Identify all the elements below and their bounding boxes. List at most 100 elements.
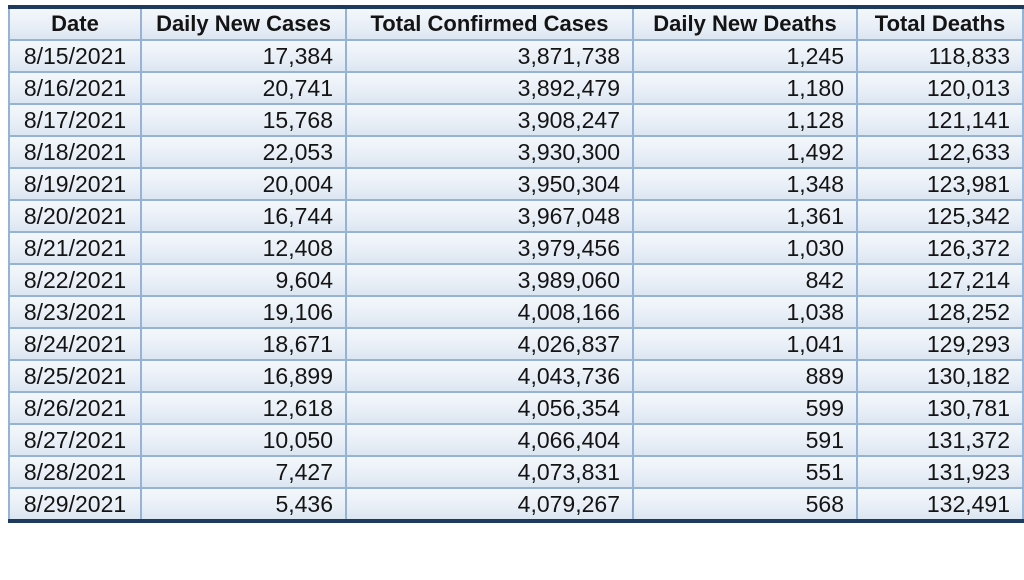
value-cell: 551 bbox=[632, 455, 858, 489]
date-cell: 8/18/2021 bbox=[8, 135, 142, 169]
value-cell: 1,041 bbox=[632, 327, 858, 361]
value-cell: 1,038 bbox=[632, 295, 858, 329]
value-cell: 3,967,048 bbox=[345, 199, 634, 233]
value-cell: 3,871,738 bbox=[345, 39, 634, 73]
column-header-date: Date bbox=[8, 6, 142, 41]
covid-stats-table-container: Date Daily New Cases Total Confirmed Cas… bbox=[8, 5, 1024, 523]
value-cell: 4,066,404 bbox=[345, 423, 634, 457]
date-cell: 8/24/2021 bbox=[8, 327, 142, 361]
value-cell: 128,252 bbox=[856, 295, 1024, 329]
value-cell: 3,950,304 bbox=[345, 167, 634, 201]
value-cell: 1,348 bbox=[632, 167, 858, 201]
value-cell: 1,030 bbox=[632, 231, 858, 265]
table-row: 8/25/2021 16,899 4,043,736 889 130,182 bbox=[8, 359, 1024, 393]
value-cell: 20,741 bbox=[140, 71, 347, 105]
table-row: 8/22/2021 9,604 3,989,060 842 127,214 bbox=[8, 263, 1024, 297]
table-row: 8/27/2021 10,050 4,066,404 591 131,372 bbox=[8, 423, 1024, 457]
value-cell: 3,989,060 bbox=[345, 263, 634, 297]
value-cell: 4,073,831 bbox=[345, 455, 634, 489]
date-cell: 8/27/2021 bbox=[8, 423, 142, 457]
date-cell: 8/29/2021 bbox=[8, 487, 142, 522]
column-header-total-deaths: Total Deaths bbox=[856, 6, 1024, 41]
value-cell: 16,744 bbox=[140, 199, 347, 233]
date-cell: 8/20/2021 bbox=[8, 199, 142, 233]
column-header-total-confirmed-cases: Total Confirmed Cases bbox=[345, 6, 634, 41]
date-cell: 8/26/2021 bbox=[8, 391, 142, 425]
date-cell: 8/16/2021 bbox=[8, 71, 142, 105]
table-row: 8/15/2021 17,384 3,871,738 1,245 118,833 bbox=[8, 39, 1024, 73]
value-cell: 22,053 bbox=[140, 135, 347, 169]
table-row: 8/23/2021 19,106 4,008,166 1,038 128,252 bbox=[8, 295, 1024, 329]
value-cell: 3,979,456 bbox=[345, 231, 634, 265]
value-cell: 4,056,354 bbox=[345, 391, 634, 425]
table-row: 8/24/2021 18,671 4,026,837 1,041 129,293 bbox=[8, 327, 1024, 361]
value-cell: 568 bbox=[632, 487, 858, 522]
value-cell: 3,908,247 bbox=[345, 103, 634, 137]
value-cell: 17,384 bbox=[140, 39, 347, 73]
table-row: 8/26/2021 12,618 4,056,354 599 130,781 bbox=[8, 391, 1024, 425]
value-cell: 3,930,300 bbox=[345, 135, 634, 169]
date-cell: 8/19/2021 bbox=[8, 167, 142, 201]
value-cell: 122,633 bbox=[856, 135, 1024, 169]
value-cell: 131,923 bbox=[856, 455, 1024, 489]
header-row: Date Daily New Cases Total Confirmed Cas… bbox=[8, 6, 1024, 41]
column-header-daily-new-cases: Daily New Cases bbox=[140, 6, 347, 41]
value-cell: 1,492 bbox=[632, 135, 858, 169]
value-cell: 1,180 bbox=[632, 71, 858, 105]
table-header: Date Daily New Cases Total Confirmed Cas… bbox=[8, 6, 1024, 41]
date-cell: 8/22/2021 bbox=[8, 263, 142, 297]
value-cell: 4,043,736 bbox=[345, 359, 634, 393]
date-cell: 8/15/2021 bbox=[8, 39, 142, 73]
table-row: 8/16/2021 20,741 3,892,479 1,180 120,013 bbox=[8, 71, 1024, 105]
value-cell: 1,128 bbox=[632, 103, 858, 137]
value-cell: 12,408 bbox=[140, 231, 347, 265]
value-cell: 842 bbox=[632, 263, 858, 297]
covid-stats-table: Date Daily New Cases Total Confirmed Cas… bbox=[8, 5, 1024, 523]
value-cell: 4,026,837 bbox=[345, 327, 634, 361]
table-row: 8/18/2021 22,053 3,930,300 1,492 122,633 bbox=[8, 135, 1024, 169]
table-row: 8/29/2021 5,436 4,079,267 568 132,491 bbox=[8, 487, 1024, 522]
value-cell: 16,899 bbox=[140, 359, 347, 393]
value-cell: 7,427 bbox=[140, 455, 347, 489]
value-cell: 125,342 bbox=[856, 199, 1024, 233]
value-cell: 889 bbox=[632, 359, 858, 393]
table-row: 8/20/2021 16,744 3,967,048 1,361 125,342 bbox=[8, 199, 1024, 233]
value-cell: 19,106 bbox=[140, 295, 347, 329]
value-cell: 121,141 bbox=[856, 103, 1024, 137]
value-cell: 118,833 bbox=[856, 39, 1024, 73]
value-cell: 130,781 bbox=[856, 391, 1024, 425]
value-cell: 1,361 bbox=[632, 199, 858, 233]
value-cell: 591 bbox=[632, 423, 858, 457]
date-cell: 8/28/2021 bbox=[8, 455, 142, 489]
value-cell: 131,372 bbox=[856, 423, 1024, 457]
value-cell: 1,245 bbox=[632, 39, 858, 73]
date-cell: 8/25/2021 bbox=[8, 359, 142, 393]
value-cell: 4,079,267 bbox=[345, 487, 634, 522]
column-header-daily-new-deaths: Daily New Deaths bbox=[632, 6, 858, 41]
value-cell: 15,768 bbox=[140, 103, 347, 137]
value-cell: 126,372 bbox=[856, 231, 1024, 265]
value-cell: 127,214 bbox=[856, 263, 1024, 297]
value-cell: 120,013 bbox=[856, 71, 1024, 105]
value-cell: 18,671 bbox=[140, 327, 347, 361]
table-row: 8/21/2021 12,408 3,979,456 1,030 126,372 bbox=[8, 231, 1024, 265]
value-cell: 20,004 bbox=[140, 167, 347, 201]
value-cell: 3,892,479 bbox=[345, 71, 634, 105]
value-cell: 132,491 bbox=[856, 487, 1024, 522]
value-cell: 9,604 bbox=[140, 263, 347, 297]
table-row: 8/19/2021 20,004 3,950,304 1,348 123,981 bbox=[8, 167, 1024, 201]
value-cell: 130,182 bbox=[856, 359, 1024, 393]
table-body: 8/15/2021 17,384 3,871,738 1,245 118,833 8/16… bbox=[8, 39, 1024, 522]
value-cell: 599 bbox=[632, 391, 858, 425]
value-cell: 12,618 bbox=[140, 391, 347, 425]
value-cell: 5,436 bbox=[140, 487, 347, 522]
value-cell: 129,293 bbox=[856, 327, 1024, 361]
date-cell: 8/21/2021 bbox=[8, 231, 142, 265]
table-row: 8/28/2021 7,427 4,073,831 551 131,923 bbox=[8, 455, 1024, 489]
value-cell: 4,008,166 bbox=[345, 295, 634, 329]
value-cell: 123,981 bbox=[856, 167, 1024, 201]
table-row: 8/17/2021 15,768 3,908,247 1,128 121,141 bbox=[8, 103, 1024, 137]
value-cell: 10,050 bbox=[140, 423, 347, 457]
date-cell: 8/17/2021 bbox=[8, 103, 142, 137]
date-cell: 8/23/2021 bbox=[8, 295, 142, 329]
